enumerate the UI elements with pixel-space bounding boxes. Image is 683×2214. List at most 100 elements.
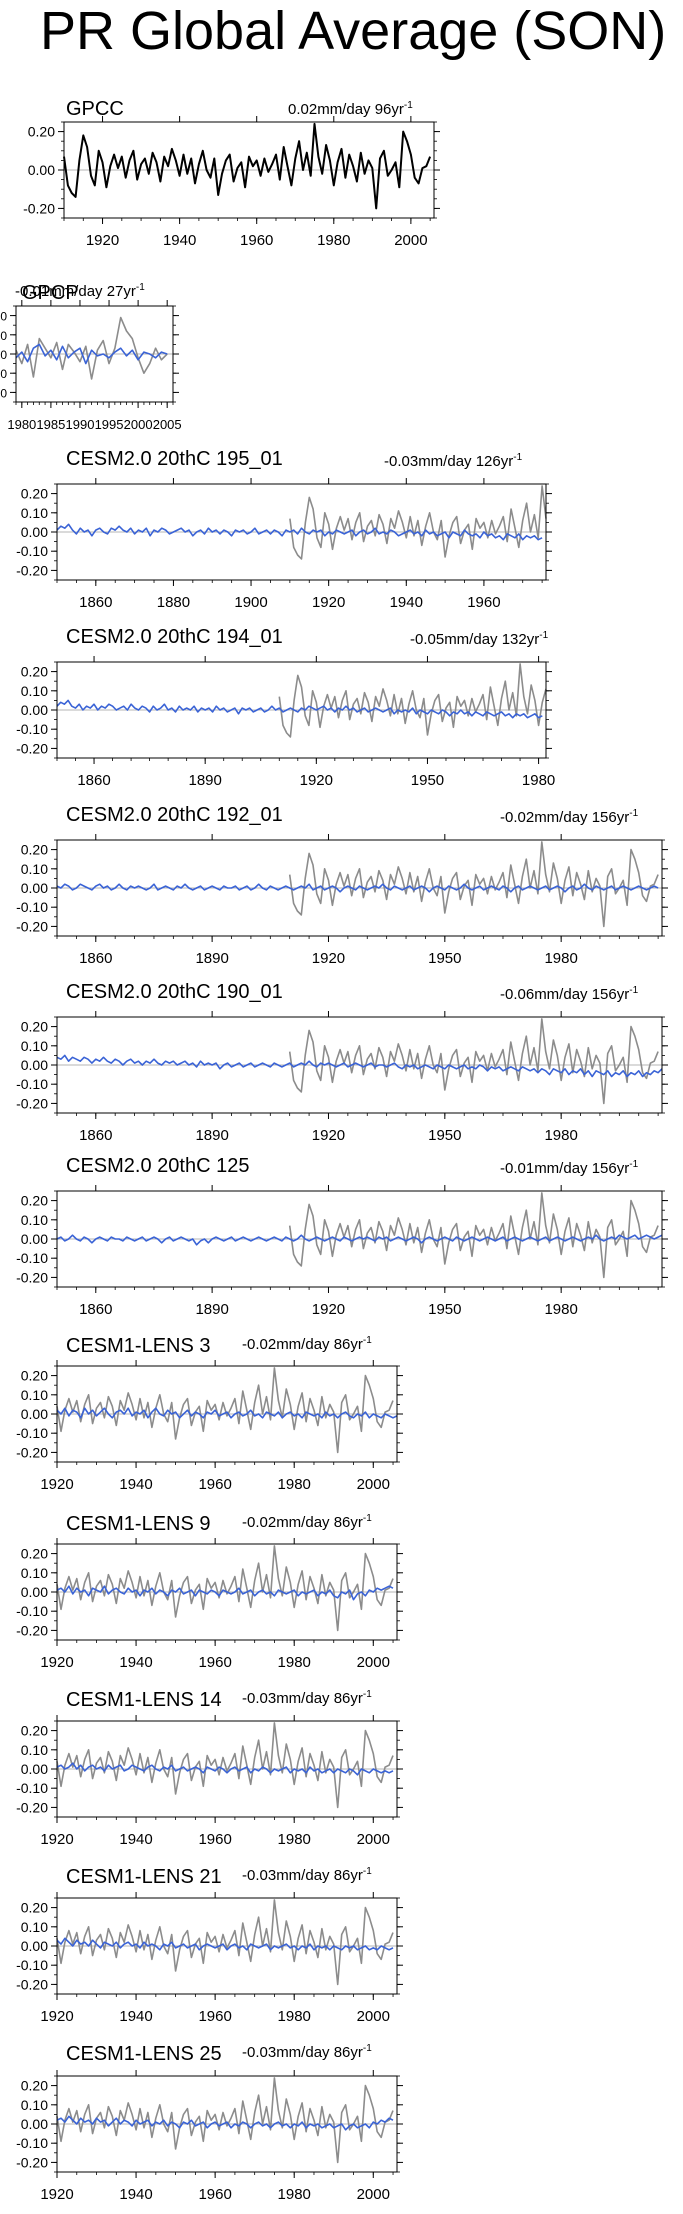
x-tick-label: 1940: [119, 1654, 152, 1671]
series-line-model: [56, 523, 543, 541]
trend-exponent: -1: [362, 1866, 372, 1877]
x-tick-label: 1860: [79, 1301, 112, 1318]
x-tick-label: 1980: [278, 2008, 311, 2025]
y-tick-label: 0.20: [21, 1019, 48, 1035]
x-tick-label: 2000: [357, 1476, 390, 1493]
y-tick-label: -0.20: [16, 1095, 48, 1111]
series-line-model: [56, 1762, 394, 1776]
trend-exponent: -1: [629, 985, 639, 996]
panel-title: CESM2.0 20thC 192_01: [66, 804, 283, 826]
y-tick-label: 0.00: [21, 2116, 48, 2132]
trend-value: -0.01mm/day 27yr: [15, 283, 136, 300]
trend-value: -0.02mm/day 156yr: [500, 809, 630, 826]
y-tick-label: -0.10: [16, 721, 48, 737]
y-tick-label: 0.00: [21, 880, 48, 896]
x-tick-label: 1880: [157, 594, 190, 611]
y-tick-label: 0.00: [21, 1938, 48, 1954]
y-tick-label: -0.20: [16, 740, 48, 756]
series-line-model: [56, 1407, 398, 1419]
x-tick-label: 1940: [390, 594, 423, 611]
y-tick-label: -0.10: [16, 1425, 48, 1441]
series-line-observed: [56, 1899, 394, 1986]
y-tick-label: -0.20: [0, 386, 7, 400]
trend-label: -0.06mm/day 156yr-1: [500, 985, 638, 1003]
trend-value: -0.03mm/day 86yr: [242, 1867, 363, 1884]
x-tick-label: 1960: [240, 232, 273, 249]
panel-title: CESM2.0 20thC 195_01: [66, 448, 283, 470]
trend-value: -0.05mm/day 132yr: [410, 631, 540, 648]
y-tick-label: -0.10: [16, 543, 48, 559]
trend-label: -0.03mm/day 126yr-1: [384, 452, 522, 470]
x-tick-label: 1995: [95, 417, 124, 432]
x-tick-label: 1960: [198, 1654, 231, 1671]
x-tick-label: 1985: [36, 417, 65, 432]
y-tick-label: 0.00: [21, 524, 48, 540]
series-line-model: [56, 2115, 394, 2131]
y-tick-label: 0.10: [0, 329, 7, 343]
x-tick-label: 1920: [312, 594, 345, 611]
trend-exponent: -1: [362, 1335, 372, 1346]
panel-title: CESM1-LENS 9: [66, 1513, 211, 1535]
x-tick-label: 1980: [278, 2186, 311, 2203]
series-line-observed: [288, 1192, 659, 1279]
x-tick-label: 1940: [119, 2186, 152, 2203]
x-tick-label: 1980: [317, 232, 350, 249]
trend-exponent: -1: [362, 1689, 372, 1700]
x-tick-label: 1980: [278, 1831, 311, 1848]
x-tick-label: 1890: [195, 1127, 228, 1144]
trend-label: -0.01mm/day 156yr-1: [500, 1159, 638, 1177]
x-tick-label: 2000: [394, 232, 427, 249]
x-tick-label: 1860: [77, 772, 110, 789]
y-tick-label: 0.00: [21, 1584, 48, 1600]
y-tick-label: -0.20: [16, 1444, 48, 1460]
trend-label: -0.03mm/day 86yr-1: [242, 1689, 372, 1707]
y-tick-label: -0.10: [16, 1780, 48, 1796]
trend-label: -0.02mm/day 86yr-1: [242, 1513, 372, 1531]
x-tick-label: 1950: [428, 1301, 461, 1318]
y-tick-label: 0.10: [21, 683, 48, 699]
plot-lens14: 0.20 0.10 0.00 -0.10 -0.20 1920 1940 1960 1980 20…: [16, 1715, 403, 1848]
y-tick-label: -0.20: [23, 200, 55, 216]
y-tick-label: 0.00: [21, 1406, 48, 1422]
x-tick-label: 1920: [312, 950, 345, 967]
y-tick-label: -0.20: [16, 1976, 48, 1992]
x-tick-label: 1920: [40, 1476, 73, 1493]
y-tick-label: 0.10: [21, 1038, 48, 1054]
x-tick-label: 1920: [86, 232, 119, 249]
plot-lens9: 0.20 0.10 0.00 -0.10 -0.20 1920 1940 1960 1980 20…: [16, 1538, 403, 1671]
x-tick-label: 1920: [40, 1654, 73, 1671]
y-tick-label: 0.00: [21, 1057, 48, 1073]
y-tick-label: -0.10: [16, 1603, 48, 1619]
x-tick-label: 1920: [312, 1127, 345, 1144]
y-tick-label: 0.20: [21, 1368, 48, 1384]
plot-cesm2_125: 0.20 0.10 0.00 -0.10 -0.20 1860 1890 1920 1950 19…: [16, 1185, 668, 1318]
y-tick-label: -0.10: [0, 367, 7, 381]
panel-title: GPCP: [22, 282, 79, 304]
x-tick-label: 1940: [119, 1476, 152, 1493]
y-tick-label: 0.20: [21, 486, 48, 502]
x-tick-label: 1890: [195, 950, 228, 967]
series-line-model: [56, 1234, 663, 1246]
trend-label: -0.03mm/day 86yr-1: [242, 1866, 372, 1884]
panel-title: GPCC: [66, 98, 124, 120]
x-tick-label: 1920: [300, 772, 333, 789]
panel-title: CESM1-LENS 25: [66, 2043, 222, 2065]
plot-cesm2_190: 0.20 0.10 0.00 -0.10 -0.20 1860 1890 1920 1950 19…: [16, 1011, 668, 1144]
series-line-model: [56, 1937, 394, 1951]
plot-cesm2_195: 0.20 0.10 0.00 -0.10 -0.20 1860 1880 1900 1920 19…: [16, 478, 552, 611]
series-line-observed: [288, 841, 659, 928]
y-tick-label: 0.10: [21, 1919, 48, 1935]
series-line-observed: [289, 485, 547, 560]
trend-value: -0.06mm/day 156yr: [500, 986, 630, 1003]
trend-value: -0.02mm/day 86yr: [242, 1514, 363, 1531]
trend-exponent: -1: [135, 282, 145, 293]
x-tick-label: 1900: [234, 594, 267, 611]
y-tick-label: 0.10: [21, 1387, 48, 1403]
x-tick-label: 1960: [198, 1476, 231, 1493]
trend-exponent: -1: [629, 808, 639, 819]
trend-value: 0.02mm/day 96yr: [288, 101, 404, 118]
x-tick-label: 1960: [198, 2008, 231, 2025]
x-tick-label: 2005: [153, 417, 182, 432]
x-tick-label: 1920: [40, 2008, 73, 2025]
x-tick-label: 1860: [79, 594, 112, 611]
